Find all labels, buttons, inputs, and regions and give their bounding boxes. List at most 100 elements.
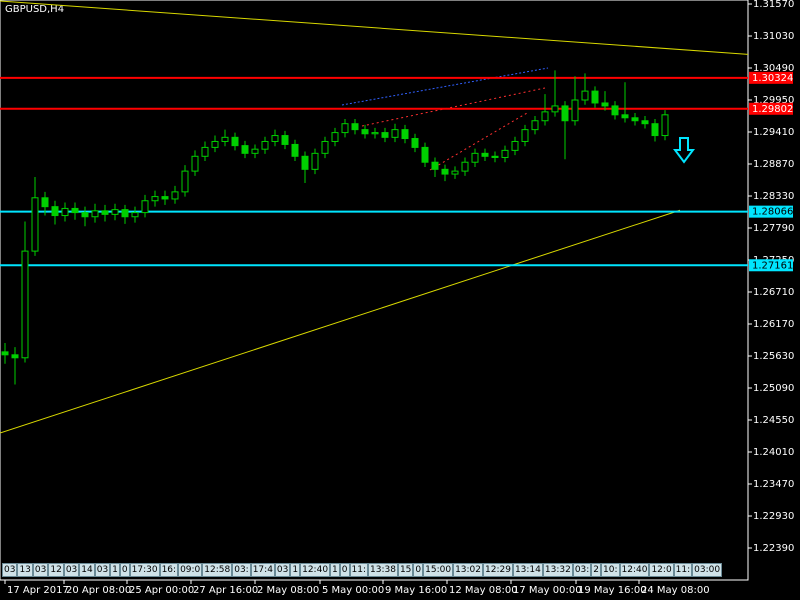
chart-title: GBPUSD,H4 [5,4,64,15]
trade-line [341,67,549,106]
time-marker: 13:02 [453,563,483,577]
price-label-bg [749,71,793,84]
time-marker: 12:0 [649,563,674,577]
candle-body [31,197,39,252]
candle-body [491,155,499,158]
candle-body [361,129,369,135]
x-tick-label: 24 May 08:00 [641,585,710,596]
time-marker: 1 [290,563,301,577]
candle-body [461,161,469,172]
time-marker: 13:38 [368,563,398,577]
y-tick-label: 1.27790 [753,223,794,234]
y-tick-label: 1.30490 [753,63,794,74]
time-marker: 03 [32,563,49,577]
candle-body [61,207,69,217]
time-marker: 12:58 [202,563,233,577]
candle-body [241,145,249,154]
x-tick-label: 9 May 16:00 [385,585,447,596]
candle-body [551,105,559,113]
time-marker: 0 [413,563,424,577]
candle-body [321,140,329,154]
x-tick-label: 17 Apr 2017 [7,585,69,596]
y-tick-label: 1.26170 [753,319,794,330]
time-marker: 12 [48,563,64,577]
time-marker: 03:00 [692,563,723,577]
price-label-bg [749,259,793,272]
time-marker: 03 [2,563,18,577]
candle-body [431,161,439,170]
candle-body [421,146,429,163]
time-marker: 17:30 [129,563,160,577]
candle-body [611,105,619,116]
y-tick-label: 1.31570 [753,0,794,10]
candle-body [631,117,639,122]
y-tick-label: 1.31030 [753,31,794,42]
candle-body [601,102,609,107]
candle-body [81,212,89,218]
y-tick-label: 1.28330 [753,191,794,202]
time-marker: 11: [349,563,368,577]
plot-frame [0,0,749,581]
trade-line [361,87,546,127]
candle-body [41,197,49,208]
candle-body [201,146,209,157]
candle-body [591,90,599,104]
y-tick-label: 1.26710 [753,287,794,298]
candle-body [91,210,99,218]
trend-line [0,0,749,55]
x-tick-label: 25 Apr 00:00 [129,585,194,596]
time-marker: 09:0 [178,563,203,577]
candle-body [271,135,279,142]
candle-body [561,105,569,122]
candle-body [151,196,159,202]
candle-body [161,196,169,200]
x-tick-label: 5 May 00:00 [322,585,384,596]
candle-body [471,152,479,163]
time-marker: 2 [591,563,602,577]
time-marker: 13:32 [542,563,573,577]
candle-body [641,120,649,125]
time-marker: 12:40 [300,563,331,577]
y-tick-label: 1.24550 [753,415,794,426]
time-marker: 0 [339,563,350,577]
time-marker: 17:4 [250,563,275,577]
candle-body [621,114,629,119]
time-marker: 15:00 [423,563,454,577]
price-label-bg [749,205,793,218]
time-marker: 03: [232,563,251,577]
x-tick-label: 12 May 08:00 [449,585,518,596]
x-tick-label: 2 May 08:00 [257,585,319,596]
candle-body [291,143,299,157]
candle-body [501,149,509,158]
candle-body [401,129,409,140]
candle-body [451,170,459,175]
price-label: 1.28066 [752,207,793,218]
candle-body [11,354,19,359]
y-tick-label: 1.24010 [753,447,794,458]
time-marker: 03 [274,563,291,577]
price-label: 1.29802 [752,104,793,115]
sell-arrow [673,137,695,164]
time-marker: 12:40 [619,563,650,577]
x-tick-label: 20 Apr 08:00 [66,585,131,596]
candle-body [581,90,589,101]
candle-body [1,351,9,356]
time-marker: 03 [63,563,80,577]
time-marker: 12:29 [483,563,513,577]
candle-body [541,111,549,122]
candle-body [51,206,59,217]
time-marker: 0 [119,563,130,577]
time-marker: 10: [601,563,620,577]
candle-body [111,209,119,215]
candle-body [391,129,399,138]
candle-body [251,148,259,154]
time-marker: 13:14 [512,563,543,577]
time-marker: 1 [110,563,120,577]
candle-body [261,140,269,150]
time-marker: 03: [572,563,592,577]
candle-body [441,168,449,175]
price-label: 1.30324 [752,73,793,84]
candle-body [211,140,219,148]
candle-body [351,123,359,131]
y-tick-label: 1.25630 [753,351,794,362]
